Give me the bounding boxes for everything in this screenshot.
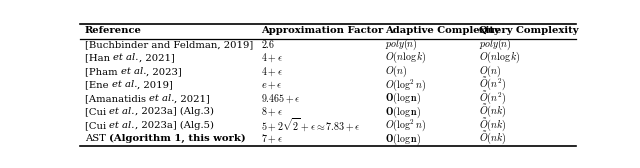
Text: [Amanatidis: [Amanatidis (85, 94, 149, 103)
Text: $\tilde{O}(nk)$: $\tilde{O}(nk)$ (479, 130, 507, 148)
Text: et al.: et al. (109, 121, 134, 130)
Text: $\tilde{O}(n^2)$: $\tilde{O}(n^2)$ (479, 76, 506, 93)
Text: Approximation Factor: Approximation Factor (261, 26, 383, 35)
Text: $O(n)$: $O(n)$ (385, 64, 408, 79)
Text: $O(\log^2 n)$: $O(\log^2 n)$ (385, 77, 426, 93)
Text: $e+\epsilon$: $e+\epsilon$ (261, 79, 283, 91)
Text: $8+\epsilon$: $8+\epsilon$ (261, 106, 283, 118)
Text: , 2023a] (Alg.3): , 2023a] (Alg.3) (134, 107, 214, 116)
Text: $9.465+\epsilon$: $9.465+\epsilon$ (261, 92, 301, 104)
Text: $2.6$: $2.6$ (261, 38, 275, 50)
Text: $\tilde{O}(nk)$: $\tilde{O}(nk)$ (479, 117, 507, 134)
Text: [Cui: [Cui (85, 107, 109, 116)
Text: Adaptive Complexity: Adaptive Complexity (385, 26, 500, 35)
Text: et al.: et al. (109, 107, 134, 116)
Text: , 2023a] (Alg.5): , 2023a] (Alg.5) (134, 121, 214, 130)
Text: , 2021]: , 2021] (139, 53, 175, 62)
Text: $\mathbf{7+\epsilon}$: $\mathbf{7+\epsilon}$ (261, 133, 283, 145)
Text: $O(n\log k)$: $O(n\log k)$ (385, 50, 427, 66)
Text: et al.: et al. (112, 80, 137, 89)
Text: $poly(n)$: $poly(n)$ (479, 37, 512, 52)
Text: $poly(n)$: $poly(n)$ (385, 37, 418, 52)
Text: $\mathbf{O(\log n)}$: $\mathbf{O(\log n)}$ (385, 104, 421, 120)
Text: [Ene: [Ene (85, 80, 112, 89)
Text: Query Complexity: Query Complexity (479, 26, 579, 35)
Text: et al.: et al. (113, 53, 139, 62)
Text: [Cui: [Cui (85, 121, 109, 130)
Text: [Buchbinder and Feldman, 2019]: [Buchbinder and Feldman, 2019] (85, 40, 253, 49)
Text: , 2023]: , 2023] (146, 67, 182, 76)
Text: , 2019]: , 2019] (137, 80, 173, 89)
Text: (Algorithm 1, this work): (Algorithm 1, this work) (109, 134, 246, 143)
Text: , 2021]: , 2021] (175, 94, 211, 103)
Text: $4+\epsilon$: $4+\epsilon$ (261, 65, 283, 78)
Text: AST: AST (85, 134, 109, 143)
Text: [Han: [Han (85, 53, 113, 62)
Text: $O(n\log k)$: $O(n\log k)$ (479, 50, 521, 66)
Text: $O(n)$: $O(n)$ (479, 64, 502, 79)
Text: $O(\log^2 n)$: $O(\log^2 n)$ (385, 117, 426, 133)
Text: $\tilde{O}(n^2)$: $\tilde{O}(n^2)$ (479, 90, 506, 107)
Text: et al.: et al. (149, 94, 175, 103)
Text: et al.: et al. (121, 67, 146, 76)
Text: $\tilde{O}(nk)$: $\tilde{O}(nk)$ (479, 103, 507, 120)
Text: [Pham: [Pham (85, 67, 121, 76)
Text: $4+\epsilon$: $4+\epsilon$ (261, 52, 283, 64)
Text: $\mathbf{O(\log n)}$: $\mathbf{O(\log n)}$ (385, 131, 421, 146)
Text: Reference: Reference (85, 26, 142, 35)
Text: $\mathbf{O(\log n)}$: $\mathbf{O(\log n)}$ (385, 91, 421, 106)
Text: $5+2\sqrt{2}+\epsilon\approx 7.83+\epsilon$: $5+2\sqrt{2}+\epsilon\approx 7.83+\epsil… (261, 117, 360, 134)
